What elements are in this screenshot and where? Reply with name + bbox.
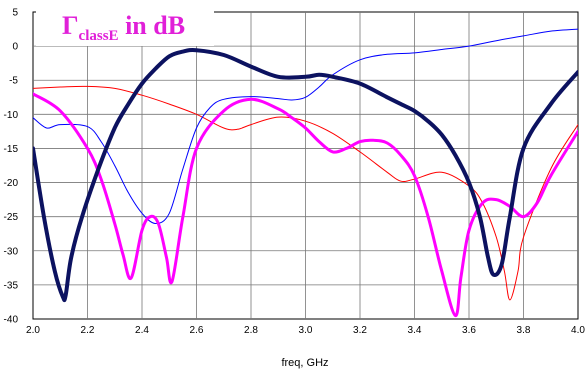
y-tick-label: -20 bbox=[4, 178, 19, 189]
series-line-4 bbox=[33, 48, 578, 303]
x-tick-label: 3.4 bbox=[408, 325, 422, 336]
chart-title: ΓclassE in dB bbox=[62, 11, 185, 44]
x-tick-label: 3.8 bbox=[517, 325, 531, 336]
x-tick-label: 2.0 bbox=[26, 325, 40, 336]
series-layer bbox=[33, 28, 578, 318]
series-line-1 bbox=[33, 85, 578, 301]
x-axis-label: freq, GHz bbox=[281, 357, 328, 369]
y-tick-label: -10 bbox=[4, 110, 19, 121]
title-box bbox=[36, 2, 214, 46]
y-tick-label: -35 bbox=[4, 280, 19, 291]
y-tick-label: -25 bbox=[4, 212, 19, 223]
y-tick-label: 5 bbox=[12, 8, 18, 19]
y-tick-label: -30 bbox=[4, 246, 19, 257]
x-tick-label: 3.2 bbox=[353, 325, 367, 336]
grid-lines bbox=[33, 12, 578, 319]
x-tick-label: 3.6 bbox=[462, 325, 476, 336]
title-subscript: classE bbox=[79, 28, 119, 44]
y-tick-label: -5 bbox=[9, 76, 18, 87]
title-symbol: Γ bbox=[62, 11, 79, 40]
y-tick-label: 0 bbox=[12, 42, 18, 53]
x-tick-label: 2.6 bbox=[190, 325, 204, 336]
x-tick-label: 3.0 bbox=[299, 325, 313, 336]
x-tick-label: 2.2 bbox=[81, 325, 95, 336]
y-tick-label: -15 bbox=[4, 144, 19, 155]
x-tick-label: 2.4 bbox=[135, 325, 149, 336]
title-suffix: in dB bbox=[119, 11, 186, 40]
x-tick-label: 4.0 bbox=[571, 325, 585, 336]
y-tick-label: -40 bbox=[4, 315, 19, 326]
series-line-2 bbox=[33, 28, 578, 224]
x-tick-label: 2.8 bbox=[244, 325, 258, 336]
tick-labels: 2.0 2.2 2.4 2.6 2.8 3.0 3.2 3.4 3.6 3.8 4.0 5 0 -5 -10… bbox=[4, 8, 585, 337]
